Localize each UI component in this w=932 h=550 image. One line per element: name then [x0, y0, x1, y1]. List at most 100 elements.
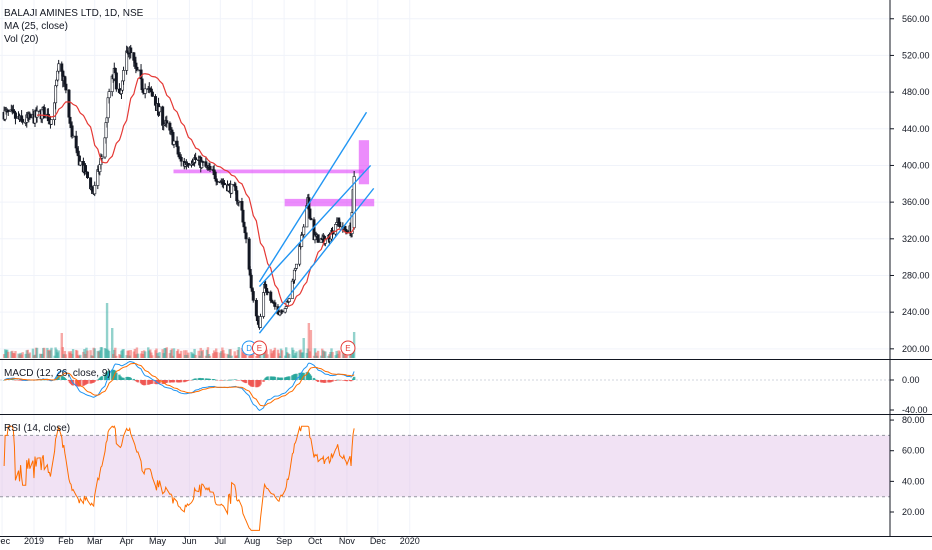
volume-bar [185, 350, 188, 358]
volume-bar [60, 333, 63, 358]
volume-bar [89, 350, 92, 358]
volume-bar [105, 303, 109, 358]
volume-bar [114, 347, 117, 358]
candle-body [35, 110, 39, 118]
macd-legend[interactable]: MACD (12, 26, close, 9) [4, 368, 111, 379]
macd-histogram-bar [244, 380, 248, 384]
volume-bar [216, 352, 219, 358]
macd-histogram-bar [345, 380, 349, 382]
candle-body [208, 165, 212, 170]
volume-bar [43, 347, 46, 358]
candle-body [64, 83, 68, 91]
candle-body [172, 140, 176, 145]
volume-bar [295, 351, 298, 358]
trendlines[interactable] [258, 111, 375, 334]
macd-histogram-bar [266, 376, 269, 380]
rsi-tick-label: 80.00 [902, 415, 925, 425]
volume-bar [71, 349, 75, 358]
macd-histogram-bar [86, 380, 89, 384]
volume-bars [2, 303, 356, 358]
candle-body [292, 269, 296, 281]
candle-body [287, 298, 291, 302]
volume-bar [233, 351, 236, 358]
time-tick-label: Dec [0, 536, 11, 546]
candle-body [242, 221, 246, 228]
macd-histogram-bar [213, 379, 217, 381]
macd-histogram-bar [234, 379, 237, 381]
candle-body [244, 232, 248, 240]
symbol-title[interactable]: BALAJI AMINES LTD, 1D, NSE [4, 8, 144, 19]
rsi-tick-label: 60.00 [902, 446, 925, 456]
volume-bar [28, 352, 32, 358]
candle-body [237, 201, 241, 203]
macd-histogram-bar [312, 377, 316, 380]
macd-histogram-bar [316, 380, 320, 383]
candle-body [294, 263, 298, 269]
time-tick-label: Feb [58, 536, 74, 546]
candle-body [338, 221, 342, 227]
time-tick-label: Mar [87, 536, 103, 546]
rsi-pane [3, 425, 355, 531]
macd-histogram-bar [122, 377, 125, 380]
candle-body [215, 180, 219, 183]
price-tick-label: 360.00 [902, 197, 930, 207]
rsi-tick-label: 40.00 [902, 476, 925, 486]
candle-body [74, 135, 78, 149]
trendline [258, 111, 368, 283]
volume-bar [100, 347, 104, 358]
candle-body [42, 107, 46, 119]
macd-histogram-bar [331, 380, 334, 382]
volume-bar [127, 350, 130, 358]
volume-bar [197, 350, 200, 358]
volume-bar [223, 353, 226, 358]
macd-histogram-bar [143, 380, 147, 386]
event-label: E [257, 344, 262, 353]
macd-histogram-bar [187, 380, 190, 381]
candle-body [57, 63, 61, 72]
candle-body [230, 183, 234, 194]
volume-bar [111, 328, 114, 358]
time-tick-label: 2020 [400, 536, 420, 546]
macd-histogram-bar [165, 380, 168, 383]
time-tick-label: Dec [370, 536, 387, 546]
macd-histogram-bar [115, 372, 118, 380]
rsi-tick-label: 20.00 [902, 507, 925, 517]
volume-bar [172, 348, 176, 358]
candle-body [143, 88, 147, 94]
macd-histogram-bar [172, 380, 176, 383]
volume-bar [280, 350, 284, 358]
candle-body [28, 113, 32, 119]
price-tick-label: 400.00 [902, 160, 930, 170]
vol-legend[interactable]: Vol (20) [4, 34, 39, 45]
volume-bar [64, 354, 68, 358]
rsi-legend[interactable]: RSI (14, close) [4, 423, 71, 434]
macd-histogram-bar [57, 375, 60, 380]
ma-legend[interactable]: MA (25, close) [4, 21, 68, 32]
volume-bar [35, 347, 39, 358]
price-tick-label: 440.00 [902, 124, 930, 134]
macd-histogram-bar [230, 379, 233, 381]
volume-bar [86, 350, 89, 358]
macd-histogram-bar [201, 378, 205, 380]
macd-histogram-bar [2, 380, 6, 381]
macd-tick-label: -40.00 [902, 405, 928, 415]
volume-bar [230, 355, 233, 358]
candle-body [222, 182, 226, 186]
candle-body [114, 72, 118, 90]
ma-line [36, 73, 355, 307]
volume-bar [307, 323, 311, 358]
macd-histogram-bar [13, 379, 16, 381]
candle-body [86, 171, 90, 179]
volume-bar [170, 348, 174, 358]
candle-body [280, 310, 284, 313]
volume-bar [183, 350, 186, 358]
macd-histogram-bar [237, 380, 241, 381]
moving-average-line [36, 73, 355, 307]
candle-body [76, 150, 80, 157]
price-tick-label: 280.00 [902, 270, 930, 280]
volume-bar [176, 349, 180, 358]
resistance-zones[interactable] [173, 140, 375, 207]
